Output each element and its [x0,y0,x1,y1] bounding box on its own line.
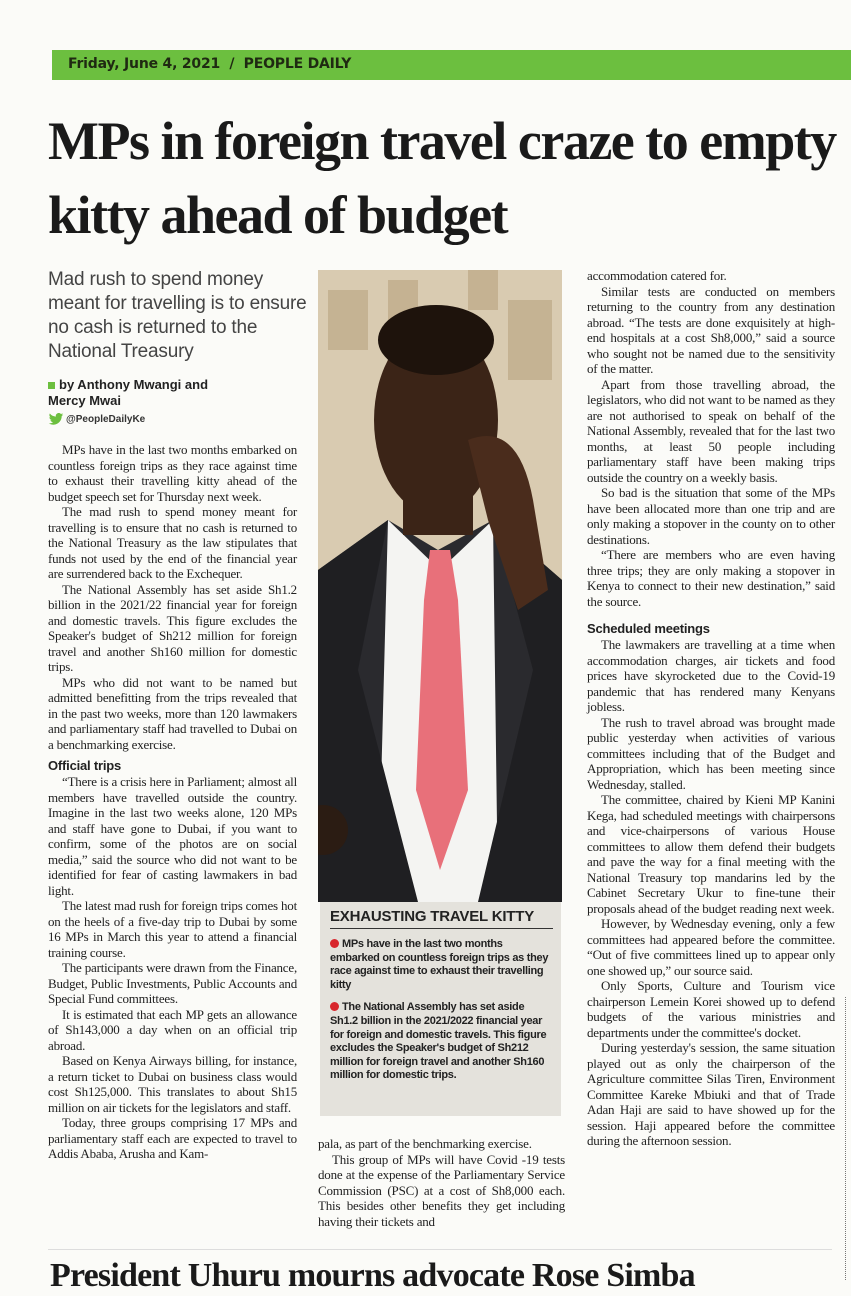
paragraph: Only Sports, Culture and Tourism vice ch… [587,978,835,1040]
paragraph: Apart from those travelling abroad, the … [587,376,835,485]
standfirst: Mad rush to spend money meant for travel… [48,269,307,362]
paragraph: The participants were drawn from the Fin… [48,960,297,1006]
paragraph: However, by Wednesday evening, only a fe… [587,916,835,978]
column-3: accommodation catered for. Similar tests… [587,268,835,1149]
sidebar-title: EXHAUSTING TRAVEL KITTY [330,908,553,929]
paragraph: MPs who did not want to be named but adm… [48,674,297,752]
sidebar-box: EXHAUSTING TRAVEL KITTY MPs have in the … [320,902,561,1116]
sidebar-bullet-text: MPs have in the last two months embarked… [330,938,549,991]
twitter-handle: @PeopleDailyKe [48,413,145,425]
paragraph: The mad rush to spend money meant for tr… [48,504,297,581]
paragraph: It is estimated that each MP gets an all… [48,1006,297,1053]
sidebar-bullet: MPs have in the last two months embarked… [330,938,553,992]
paragraph: MPs have in the last two months embarked… [48,442,297,504]
paragraph: Today, three groups comprising 17 MPs an… [48,1115,297,1161]
paragraph: Similar tests are conducted on members r… [587,283,835,377]
red-bullet-icon [330,1002,339,1012]
paragraph: So bad is the situation that some of the… [587,485,835,547]
mp-portrait-image [318,270,562,902]
paragraph: “There are members who are even having t… [587,547,835,609]
byline-text: by Anthony Mwangi and Mercy Mwai [48,377,209,408]
dateline-bar: Friday, June 4, 2021 / PEOPLE DAILY [52,50,851,80]
page-fold-line [845,997,846,1280]
next-story-headline: President Uhuru mourns advocate Rose Sim… [50,1257,696,1294]
twitter-handle-text: @PeopleDailyKe [66,413,146,425]
sidebar-bullet: The National Assembly has set aside Sh1.… [330,1001,553,1083]
column-2: pala, as part of the benchmarking exerci… [318,1136,565,1229]
headline: MPs in foreign travel craze to empty kit… [48,111,837,245]
paragraph: Based on Kenya Airways billing, for inst… [48,1053,297,1115]
twitter-bird-icon [48,413,64,425]
paragraph: “There is a crisis here in Parliament; a… [48,774,297,898]
subhead-official-trips: Official trips [48,758,122,773]
paragraph: This group of MPs will have Covid -19 te… [318,1151,565,1229]
column-1: MPs have in the last two months embarked… [48,442,297,1162]
divider [48,1249,832,1250]
dateline: Friday, June 4, 2021 / PEOPLE DAILY [68,56,352,72]
paragraph: During yesterday's session, the same sit… [587,1040,835,1148]
byline: by Anthony Mwangi and Mercy Mwai [48,377,228,409]
paragraph: The committee, chaired by Kieni MP Kanin… [587,792,835,916]
paragraph: The National Assembly has set aside Sh1.… [48,581,297,675]
paragraph: The rush to travel abroad was brought ma… [587,714,835,792]
paragraph: accommodation catered for. [587,268,727,283]
paragraph: pala, as part of the benchmarking exerci… [318,1136,532,1151]
sidebar-bullet-text: The National Assembly has set aside Sh1.… [330,1001,547,1082]
mp-photo [318,270,562,902]
byline-marker-icon [48,382,55,389]
red-bullet-icon [330,939,339,948]
subhead-scheduled-meetings: Scheduled meetings [587,621,710,636]
paragraph: The lawmakers are travelling at a time w… [587,637,835,714]
paragraph: The latest mad rush for foreign trips co… [48,898,297,960]
